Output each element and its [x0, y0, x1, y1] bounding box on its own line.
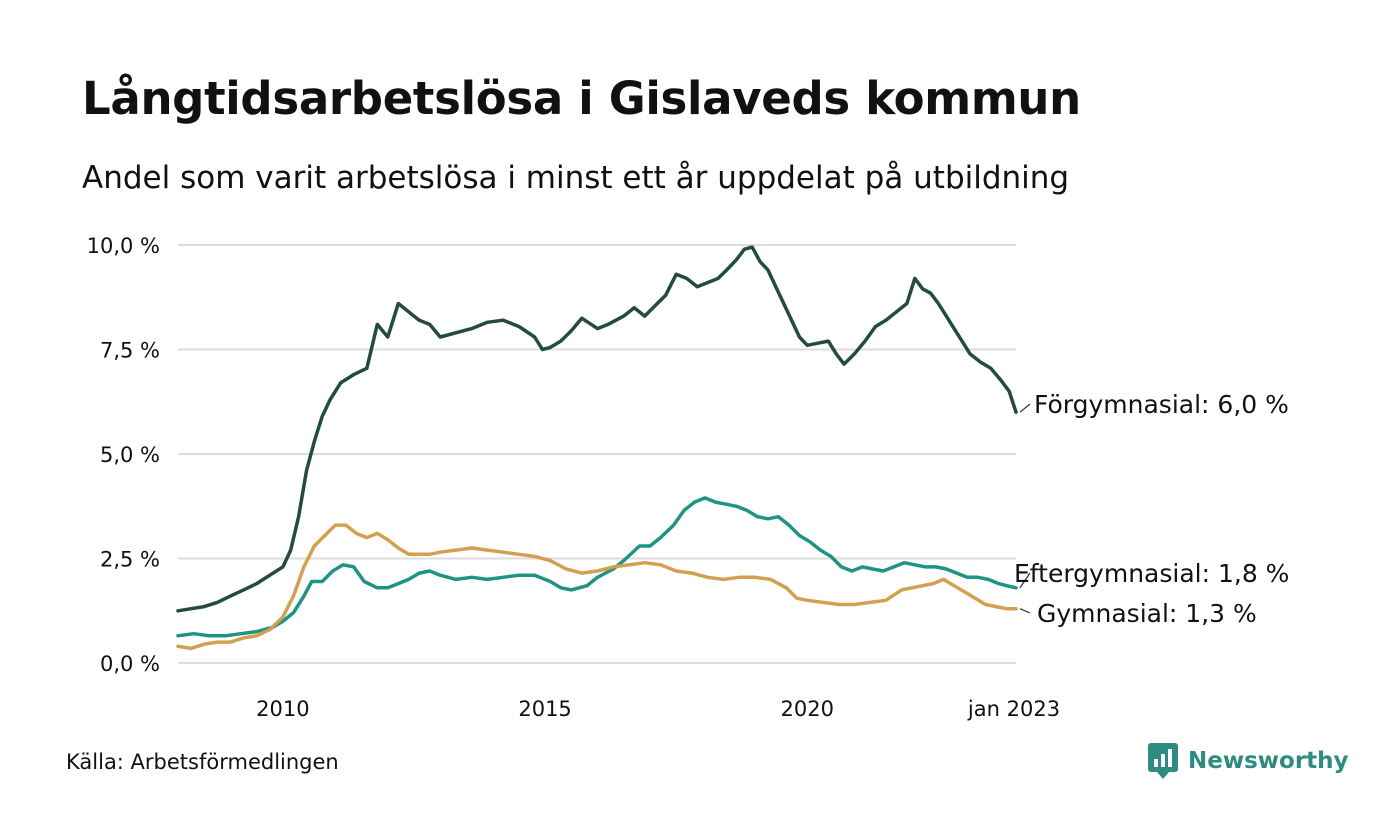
y-tick-label: 0,0 % — [100, 652, 160, 676]
y-tick-label: 7,5 % — [100, 339, 160, 363]
brand-name: Newsworthy — [1188, 748, 1349, 774]
x-tick-label: 2015 — [518, 697, 571, 721]
series-line-eftergymnasial — [176, 496, 1018, 638]
y-axis: 0,0 % 2,5 % 5,0 % 7,5 % 10,0 % — [87, 234, 160, 676]
series-line-gymnasial — [176, 523, 1018, 651]
end-labels: Förgymnasial: 6,0 % Eftergymnasial: 1,8 %… — [1014, 390, 1289, 628]
y-tick-label: 5,0 % — [100, 443, 160, 467]
newsworthy-chart-icon — [1148, 743, 1178, 779]
x-tick-label: 2020 — [781, 697, 834, 721]
x-tick-label: jan 2023 — [967, 697, 1060, 721]
series-lines — [176, 245, 1018, 651]
end-label-leader — [1019, 572, 1031, 589]
end-label-eftergymnasial: Eftergymnasial: 1,8 % — [1014, 559, 1289, 588]
end-label-leader — [1019, 403, 1031, 413]
chart-title: Långtidsarbetslösa i Gislaveds kommun — [82, 72, 1081, 125]
y-tick-label: 2,5 % — [100, 548, 160, 572]
series-line-förgymnasial — [176, 245, 1018, 613]
x-tick-label: 2010 — [256, 697, 309, 721]
brand-logo: Newsworthy — [1148, 743, 1349, 779]
source-note: Källa: Arbetsförmedlingen — [66, 750, 339, 774]
line-chart: 0,0 % 2,5 % 5,0 % 7,5 % 10,0 % 2010 2015 2020 j… — [87, 234, 1290, 721]
y-tick-label: 10,0 % — [87, 234, 160, 258]
end-label-gymnasial: Gymnasial: 1,3 % — [1037, 599, 1257, 628]
end-label-leader — [1019, 608, 1031, 614]
chart-subtitle: Andel som varit arbetslösa i minst ett å… — [82, 160, 1070, 196]
x-axis: 2010 2015 2020 jan 2023 — [256, 697, 1060, 721]
end-label-förgymnasial: Förgymnasial: 6,0 % — [1034, 390, 1289, 419]
grid-lines — [178, 244, 1016, 664]
